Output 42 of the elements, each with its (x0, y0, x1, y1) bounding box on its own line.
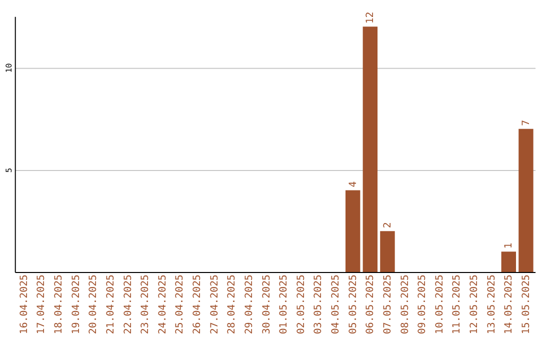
x-tick-label: 21.04.2025 (105, 274, 116, 334)
x-tick-label: 14.05.2025 (504, 274, 515, 334)
x-tick-label: 16.04.2025 (18, 274, 30, 334)
x-tick-label: 05.05.2025 (348, 274, 359, 334)
data-label: 2 (382, 222, 394, 228)
x-tick-label: 13.05.2025 (486, 274, 498, 334)
x-tick-label: 02.05.2025 (296, 274, 307, 334)
bar (518, 128, 534, 272)
x-tick-label: 10.05.2025 (434, 274, 446, 334)
x-tick-label: 09.05.2025 (417, 274, 428, 334)
bar (362, 26, 378, 272)
x-tick-label: 03.05.2025 (313, 274, 324, 334)
y-tick-label: 5 (4, 168, 14, 173)
bar (345, 190, 360, 272)
x-tick-label: 26.04.2025 (192, 274, 204, 334)
data-label: 12 (365, 12, 376, 24)
x-tick-label: 19.04.2025 (70, 274, 82, 334)
x-tick-label: 27.04.2025 (209, 274, 220, 334)
x-tick-label: 08.05.2025 (400, 274, 411, 334)
x-tick-label: 11.05.2025 (452, 274, 463, 334)
x-tick-label: 01.05.2025 (278, 274, 290, 334)
x-tick-label: 15.05.2025 (520, 274, 532, 334)
x-tick-label: 28.04.2025 (226, 274, 238, 334)
x-tick-label: 23.04.2025 (140, 274, 152, 334)
x-tick-label: 12.05.2025 (469, 274, 480, 334)
x-tick-label: 20.04.2025 (88, 274, 100, 334)
data-label: 7 (520, 120, 532, 126)
bar (380, 231, 395, 272)
data-label: 4 (348, 181, 359, 188)
x-tick-label: 07.05.2025 (382, 274, 394, 334)
x-tick-label: 25.04.2025 (174, 274, 186, 334)
y-tick-label: 10 (4, 63, 14, 73)
x-tick-label: 22.04.2025 (122, 274, 134, 334)
x-tick-label: 04.05.2025 (330, 274, 342, 334)
x-tick-label: 17.04.2025 (36, 274, 48, 334)
x-tick-label: 24.04.2025 (157, 274, 168, 334)
bar (501, 252, 516, 272)
x-tick-label: 18.04.2025 (54, 274, 65, 334)
x-tick-label: 06.05.2025 (365, 274, 376, 334)
x-tick-label: 29.04.2025 (244, 274, 255, 334)
x-tick-label: 30.04.2025 (261, 274, 272, 334)
data-label: 1 (504, 242, 515, 249)
